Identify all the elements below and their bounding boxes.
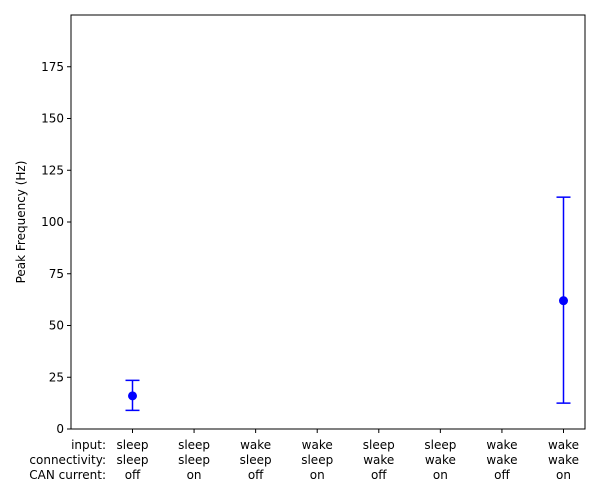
x-axis: sleepsleepoffsleepsleeponwakesleepoffwak… <box>117 429 579 482</box>
x-tick-label: wake <box>363 453 394 467</box>
x-tick-label: sleep <box>117 438 149 452</box>
x-row-label: input: <box>71 438 106 452</box>
x-tick-label: wake <box>548 438 579 452</box>
x-row-label: CAN current: <box>29 468 106 482</box>
x-tick-label: sleep <box>301 453 333 467</box>
data-point <box>128 391 137 401</box>
plot-frame <box>70 14 586 430</box>
x-tick-label: off <box>125 468 141 482</box>
x-tick-label: wake <box>240 438 271 452</box>
x-tick-label: sleep <box>178 453 210 467</box>
y-tick-label: 150 <box>41 112 64 126</box>
x-tick-label: on <box>187 468 202 482</box>
x-tick-label: off <box>248 468 264 482</box>
y-tick-label: 0 <box>56 422 64 436</box>
y-tick-label: 75 <box>49 267 64 281</box>
x-tick-label: sleep <box>117 453 149 467</box>
x-tick-label: sleep <box>240 453 272 467</box>
y-axis: 0 25 50 75 100 125 150 175 <box>41 60 71 436</box>
y-tick-label: 175 <box>41 60 64 74</box>
x-row-label: connectivity: <box>29 453 106 467</box>
x-tick-label: sleep <box>424 438 456 452</box>
y-axis-label: Peak Frequency (Hz) <box>14 161 28 284</box>
data-points <box>125 196 571 412</box>
x-tick-label: wake <box>425 453 456 467</box>
y-tick-label: 125 <box>41 163 64 177</box>
x-tick-label: wake <box>486 438 517 452</box>
x-tick-label: on <box>310 468 325 482</box>
x-tick-label: off <box>371 468 387 482</box>
x-tick-label: on <box>556 468 571 482</box>
x-tick-label: wake <box>302 438 333 452</box>
x-tick-label: wake <box>548 453 579 467</box>
y-tick-label: 25 <box>49 370 64 384</box>
x-tick-label: off <box>494 468 510 482</box>
x-tick-label: on <box>433 468 448 482</box>
y-tick-label: 100 <box>41 215 64 229</box>
data-point <box>559 296 568 306</box>
x-tick-label: sleep <box>178 438 210 452</box>
x-row-labels: input:connectivity:CAN current: <box>29 438 106 482</box>
x-tick-label: wake <box>486 453 517 467</box>
x-tick-label: sleep <box>363 438 395 452</box>
y-tick-label: 50 <box>49 319 64 333</box>
